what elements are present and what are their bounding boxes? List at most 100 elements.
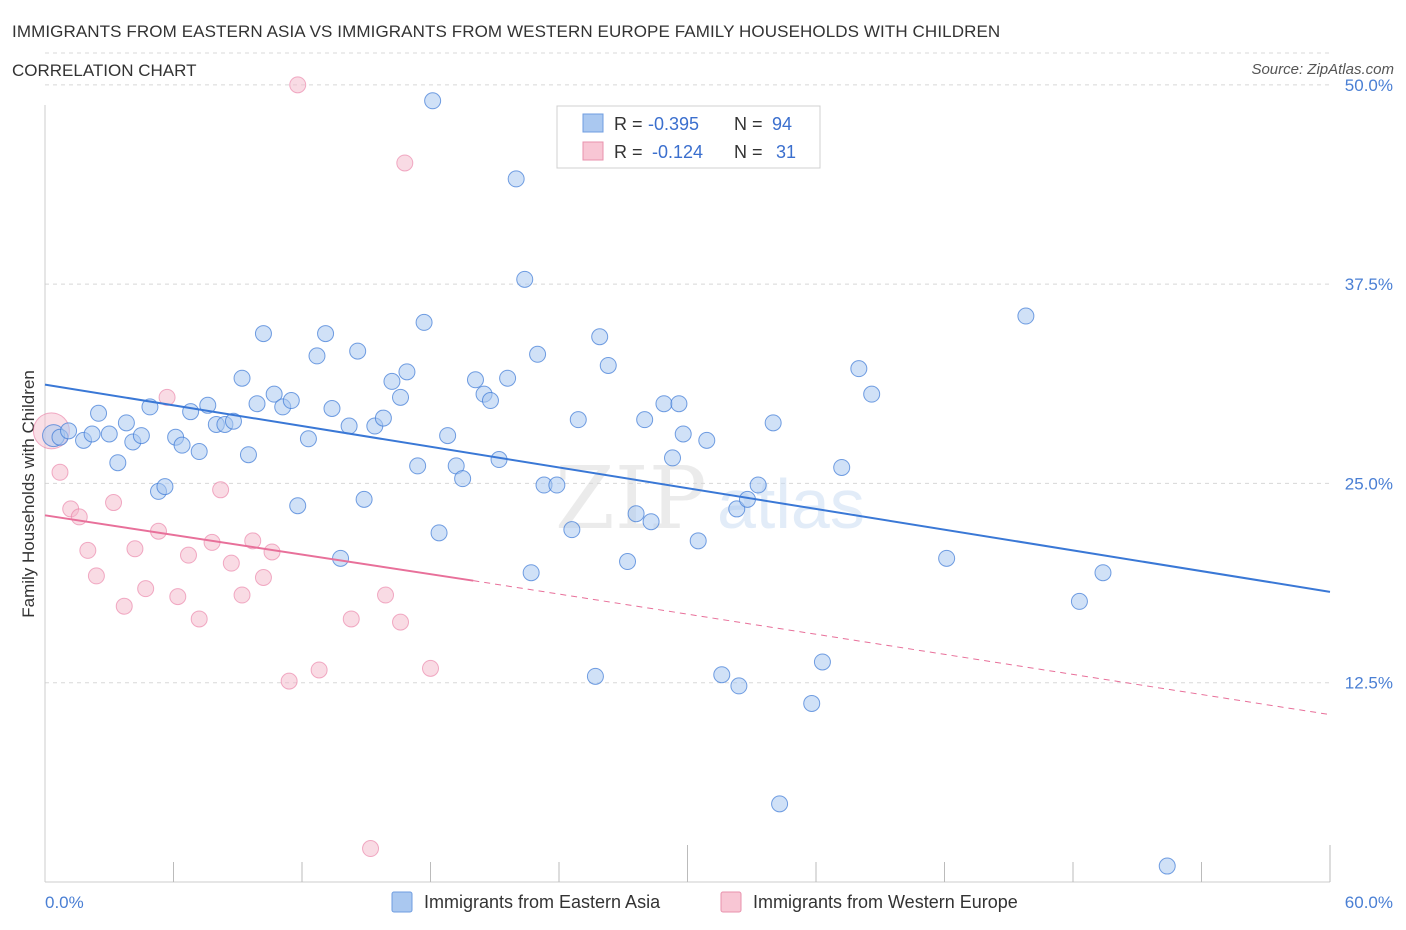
chart-subtitle: CORRELATION CHART [12,61,197,80]
eastern-asia-point [173,436,191,454]
western-europe-trend-extension [473,580,1331,716]
eastern-asia-point [481,392,499,410]
western-europe-point [342,610,360,628]
y-tick-label: 50.0% [1345,76,1393,95]
eastern-asia-point [599,356,617,374]
bottom-legend-swatch-pink [720,891,742,913]
eastern-asia-point [1094,564,1112,582]
watermark: ZIP atlas [555,449,865,549]
eastern-asia-point [529,345,547,363]
legend-swatch-blue [582,113,604,133]
eastern-asia-point [1158,857,1176,875]
legend-r-label-blue: R = [614,114,643,134]
eastern-asia-point [698,431,716,449]
eastern-asia-point [619,553,637,571]
western-europe-point [87,567,105,585]
western-europe-point [310,661,328,679]
eastern-asia-point [299,430,317,448]
eastern-asia-point [117,414,135,432]
western-europe-point [377,586,395,604]
eastern-asia-point [100,425,118,443]
eastern-asia-point [833,458,851,476]
y-tick-label: 25.0% [1345,474,1393,493]
correlation-legend: R = -0.395 N = 94 R = -0.124 N = 31 [556,105,821,169]
bottom-legend-label-blue: Immigrants from Eastern Asia [424,892,661,912]
x-tick-label-min: 0.0% [45,893,84,912]
eastern-asia-point [803,694,821,712]
y-tick-label: 37.5% [1345,275,1393,294]
eastern-asia-point [670,395,688,413]
trend-lines [44,383,1331,716]
bottom-legend-label-pink: Immigrants from Western Europe [753,892,1018,912]
eastern-asia-point [323,399,341,417]
western-europe-point [254,568,272,586]
eastern-asia-point [90,404,108,422]
eastern-asia-point [332,549,350,567]
legend-r-label-pink: R = [614,142,643,162]
eastern-asia-point [190,443,208,461]
western-europe-point [105,494,123,512]
y-axis-label: Family Households with Children [19,370,38,618]
eastern-asia-point [655,395,673,413]
eastern-asia-point [233,369,251,387]
series-legend: Immigrants from Eastern Asia Immigrants … [391,891,1018,913]
eastern-asia-point [355,490,373,508]
y-tick-label: 12.5% [1345,674,1393,693]
eastern-asia-point [409,457,427,475]
eastern-asia-point [430,524,448,542]
eastern-asia-point [182,403,200,421]
eastern-asia-point [454,470,472,488]
eastern-asia-point [109,454,127,472]
eastern-asia-point [689,532,707,550]
eastern-asia-point [674,425,692,443]
western-europe-point [126,540,144,558]
eastern-asia-point [813,653,831,671]
western-europe-point [233,586,251,604]
eastern-asia-point [317,325,335,343]
western-europe-point [115,597,133,615]
eastern-asia-point [771,795,789,813]
legend-n-label-blue: N = [734,114,763,134]
legend-n-label-pink: N = [734,142,763,162]
legend-n-value-pink: 31 [776,142,796,162]
eastern-asia-point [664,449,682,467]
western-europe-point [280,672,298,690]
eastern-asia-point [248,395,266,413]
eastern-asia-point [586,667,604,685]
chart-title: IMMIGRANTS FROM EASTERN ASIA VS IMMIGRAN… [12,22,1001,41]
eastern-asia-point [439,427,457,445]
eastern-asia-point [569,411,587,429]
eastern-asia-point [522,564,540,582]
western-europe-point [362,840,380,858]
eastern-asia-point [1070,592,1088,610]
eastern-asia-point [863,385,881,403]
eastern-asia-point [499,369,517,387]
eastern-asia-point [308,347,326,365]
eastern-asia-point [383,372,401,390]
bottom-legend-swatch-blue [391,891,413,913]
x-axis-ticks [173,845,1331,882]
western-europe-trend-line [44,514,474,582]
western-europe-point [244,532,262,550]
eastern-asia-point [224,412,242,430]
eastern-asia-point [374,409,392,427]
eastern-asia-point [265,385,283,403]
eastern-asia-point [340,417,358,435]
eastern-asia-point [636,411,654,429]
eastern-asia-point [83,425,101,443]
eastern-asia-point [850,360,868,378]
eastern-asia-point [938,549,956,567]
eastern-asia-point [132,427,150,445]
eastern-asia-point [764,414,782,432]
eastern-asia-point [239,446,257,464]
eastern-asia-point [415,313,433,331]
western-europe-point [422,659,439,677]
eastern-asia-point [156,478,174,496]
eastern-asia-point [627,505,645,523]
eastern-asia-point [728,500,746,518]
eastern-asia-point [591,328,609,346]
eastern-asia-point [349,342,367,360]
eastern-asia-point [398,363,416,381]
western-europe-point [169,588,187,606]
